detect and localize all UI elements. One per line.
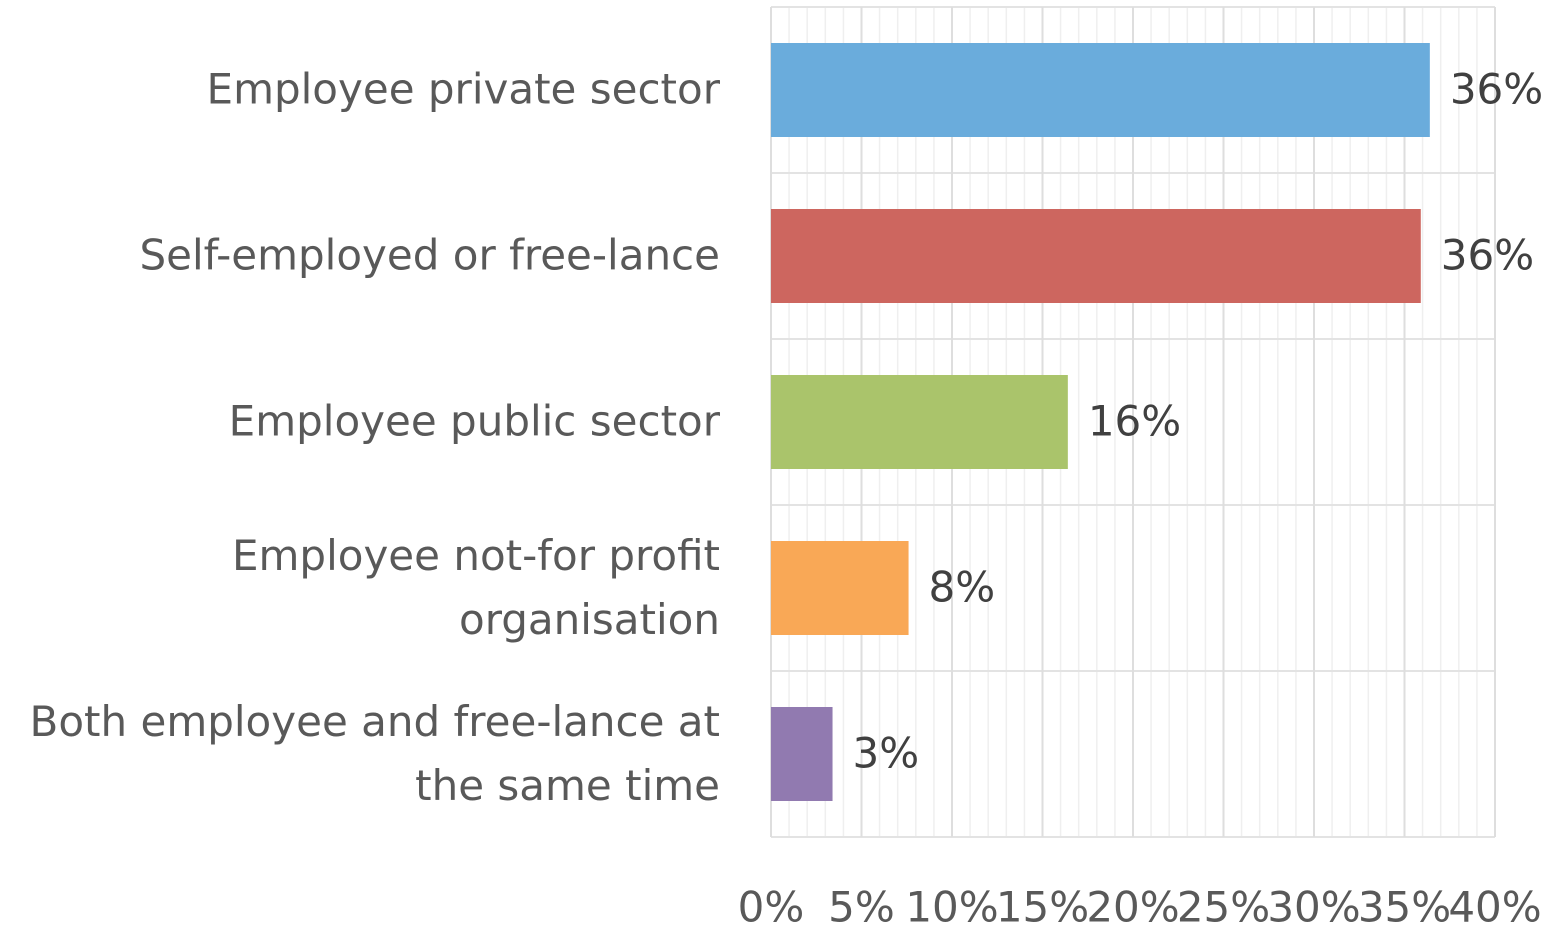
value-label: 3% [853,729,920,778]
bar [771,707,833,801]
value-label: 36% [1450,65,1543,114]
x-tick-label: 40% [1448,883,1541,928]
value-label: 36% [1441,231,1534,280]
x-tick-label: 15% [996,883,1089,928]
x-tick-label: 0% [738,883,805,928]
x-tick-label: 25% [1177,883,1270,928]
x-tick-label: 30% [1267,883,1360,928]
y-tick-label: Employee public sector [229,397,721,446]
x-tick-label: 10% [905,883,998,928]
bar [771,209,1421,303]
y-tick-label: Employee private sector [207,65,721,114]
bar [771,541,909,635]
x-tick-label: 20% [1086,883,1179,928]
value-label: 8% [929,563,996,612]
y-tick-label: Both employee and free-lance at the same … [30,697,720,810]
y-tick-label: Employee not-for profit organisation [232,531,720,644]
x-tick-label: 5% [828,883,895,928]
x-tick-label: 35% [1358,883,1451,928]
bar [771,375,1068,469]
value-label: 16% [1088,397,1181,446]
y-tick-label: Self-employed or free-lance [139,231,720,280]
bar [771,43,1430,137]
